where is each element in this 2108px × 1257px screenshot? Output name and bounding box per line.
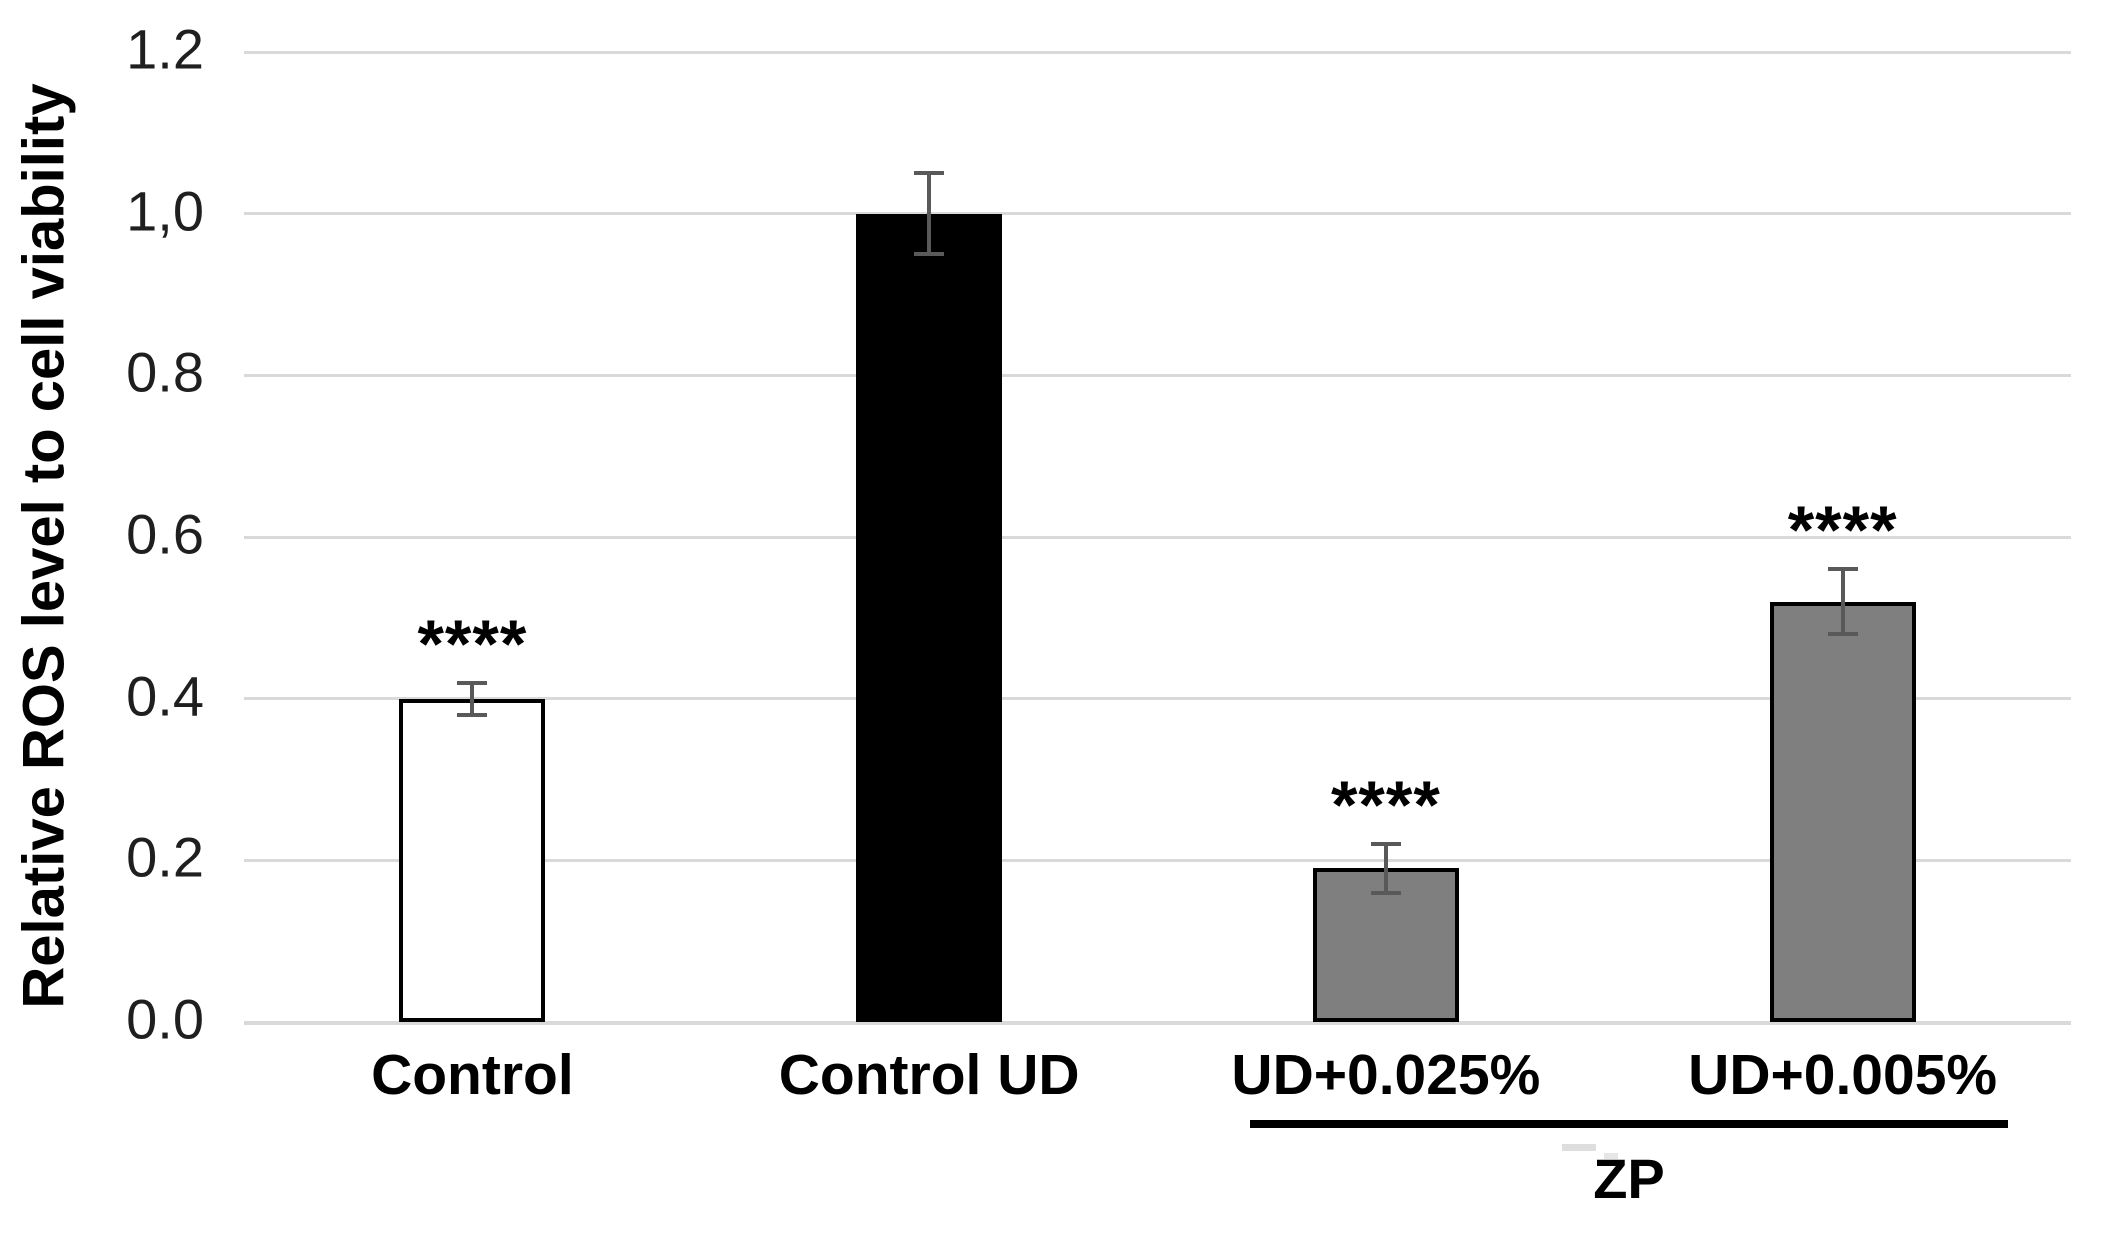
x-label-ud-0-025: UD+0.025% bbox=[1231, 1043, 1541, 1107]
faint-artifact-dot bbox=[1604, 1153, 1618, 1159]
bar-ud-0-005 bbox=[1769, 601, 1916, 1022]
error-cap-bottom-control bbox=[457, 712, 488, 717]
error-cap-bottom-ud-0-025 bbox=[1370, 890, 1401, 895]
error-cap-top-ud-0-005 bbox=[1827, 567, 1858, 572]
y-tick-label: 1.2 bbox=[126, 17, 204, 81]
y-tick-label: 0.2 bbox=[126, 825, 204, 889]
y-tick-label: 0.8 bbox=[126, 340, 204, 404]
error-cap-bottom-ud-0-005 bbox=[1827, 632, 1858, 636]
bar-control bbox=[399, 698, 546, 1022]
x-axis-line bbox=[244, 1020, 2071, 1025]
significance-ud-0-025: **** bbox=[1330, 767, 1441, 844]
error-bar-control bbox=[470, 682, 475, 715]
gridline bbox=[244, 535, 2071, 539]
gridline bbox=[244, 373, 2071, 377]
faint-artifact-dash bbox=[1562, 1144, 1596, 1151]
error-bar-ud-0-005 bbox=[1840, 569, 1845, 634]
x-label-control: Control bbox=[371, 1043, 574, 1107]
y-tick-label: 1,0 bbox=[126, 178, 204, 242]
gridline bbox=[244, 50, 2071, 54]
gridline bbox=[244, 858, 2071, 862]
error-bar-control-ud bbox=[927, 173, 932, 255]
y-tick-label: 0.4 bbox=[126, 663, 204, 727]
error-cap-top-control-ud bbox=[914, 171, 945, 176]
error-cap-top-control bbox=[457, 680, 488, 685]
group-label-zp: ZP bbox=[1593, 1147, 1665, 1210]
error-cap-top-ud-0-025 bbox=[1370, 842, 1401, 847]
significance-ud-0-005: **** bbox=[1787, 492, 1898, 569]
x-label-control-ud: Control UD bbox=[778, 1043, 1080, 1107]
gridline bbox=[244, 212, 2071, 216]
bar-control-ud bbox=[856, 213, 1003, 1022]
x-label-ud-0-005: UD+0.005% bbox=[1688, 1043, 1998, 1107]
significance-control: **** bbox=[417, 605, 528, 682]
y-tick-label: 0.0 bbox=[126, 987, 204, 1051]
error-cap-bottom-control-ud bbox=[914, 252, 945, 257]
y-tick-label: 0.6 bbox=[126, 502, 204, 566]
gridline bbox=[244, 697, 2071, 701]
group-bracket-line bbox=[1250, 1120, 2008, 1128]
error-bar-ud-0-025 bbox=[1383, 844, 1388, 893]
